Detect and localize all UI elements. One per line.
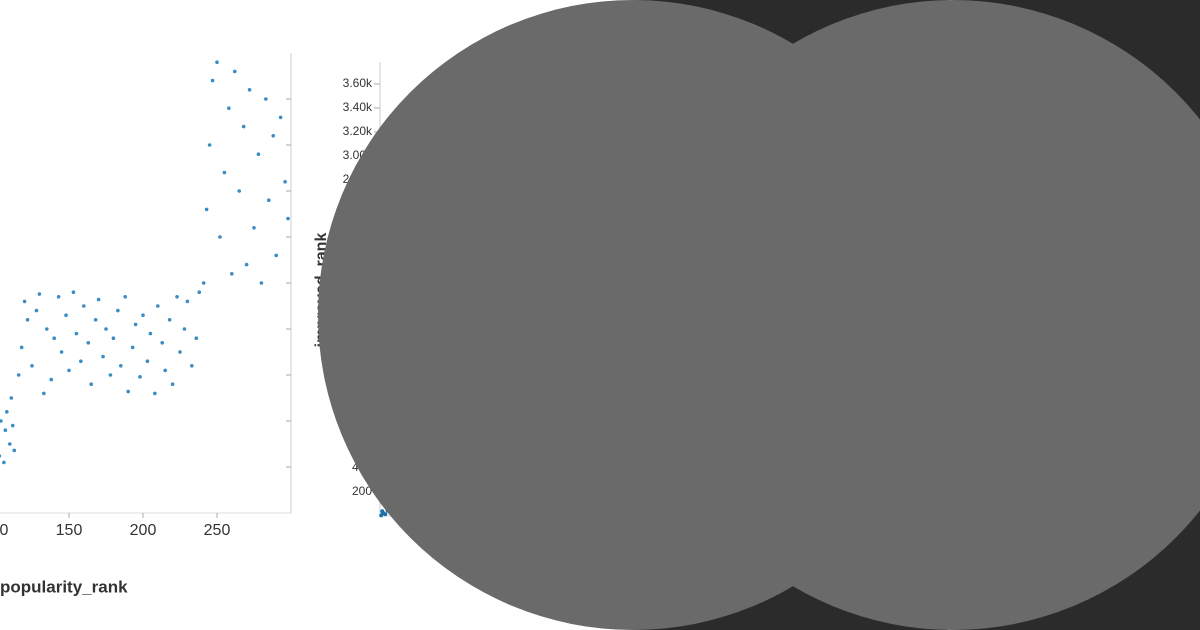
point (197, 290, 202, 295)
point (278, 115, 283, 120)
point (126, 389, 130, 394)
x-axis-label: popularity_rank (0, 577, 128, 596)
point (153, 391, 157, 396)
point (64, 313, 68, 318)
point (19, 345, 24, 350)
y-tick-label: 200 (352, 484, 372, 498)
y-tick-label: 3.40k (343, 100, 373, 114)
x-tick-label: 100 (0, 522, 8, 539)
point (204, 207, 209, 212)
point (185, 299, 190, 304)
point (271, 134, 276, 138)
point (16, 373, 21, 377)
point (138, 375, 142, 379)
point (67, 368, 71, 373)
point (190, 364, 194, 368)
point (252, 226, 256, 230)
point (201, 281, 206, 285)
x-tick-label: 200 (130, 522, 157, 539)
point (86, 341, 91, 345)
point (244, 262, 249, 267)
point (274, 253, 279, 258)
point (56, 295, 61, 299)
point (286, 216, 290, 221)
point (9, 396, 14, 400)
point (130, 345, 135, 350)
point (175, 295, 179, 299)
point (170, 382, 175, 387)
point (264, 97, 268, 101)
point (101, 354, 105, 359)
point (45, 327, 49, 331)
point (267, 198, 271, 202)
point (148, 331, 153, 336)
point (71, 290, 76, 295)
point (12, 448, 17, 453)
x-tick-label: 250 (204, 522, 231, 539)
point (3, 428, 8, 433)
point (119, 364, 123, 368)
point (215, 60, 219, 64)
point (232, 69, 237, 74)
point (222, 170, 227, 175)
point (52, 336, 56, 341)
point (74, 331, 79, 336)
point (145, 359, 150, 364)
point (0, 419, 3, 423)
point (8, 442, 12, 446)
point (163, 368, 167, 373)
point (383, 512, 388, 517)
point (116, 308, 120, 313)
point (59, 350, 64, 354)
point (283, 180, 287, 184)
point (111, 336, 116, 341)
point (104, 327, 108, 331)
point (108, 373, 113, 377)
point (30, 364, 34, 368)
point (247, 88, 252, 92)
point (5, 410, 9, 414)
point (49, 377, 54, 382)
overlay-panels (318, 0, 1200, 630)
point (141, 313, 145, 318)
point (0, 454, 2, 458)
point (194, 336, 199, 341)
point (259, 281, 264, 285)
x-tick-label: 150 (56, 522, 83, 539)
point (22, 299, 27, 304)
point (93, 318, 98, 322)
point (256, 152, 261, 156)
point (82, 304, 86, 308)
point (207, 143, 212, 147)
point (227, 106, 231, 110)
point (25, 318, 30, 322)
point (230, 272, 234, 276)
point (167, 318, 172, 322)
point (218, 235, 222, 239)
point (133, 322, 138, 327)
point (34, 308, 39, 313)
point (178, 350, 182, 354)
gray-disc (638, 0, 1200, 630)
point (42, 391, 46, 396)
point (10, 423, 15, 428)
point (380, 509, 385, 514)
point (160, 341, 165, 345)
point (156, 304, 160, 308)
point (79, 359, 83, 364)
y-tick-label: 3.20k (343, 124, 373, 138)
point (37, 292, 42, 296)
point (2, 460, 6, 465)
point (96, 297, 101, 302)
point (89, 382, 93, 387)
point (237, 189, 241, 193)
point (210, 78, 215, 83)
y-tick-label: 3.60k (343, 76, 373, 90)
point (241, 124, 246, 129)
point (123, 295, 128, 299)
point (182, 327, 187, 331)
